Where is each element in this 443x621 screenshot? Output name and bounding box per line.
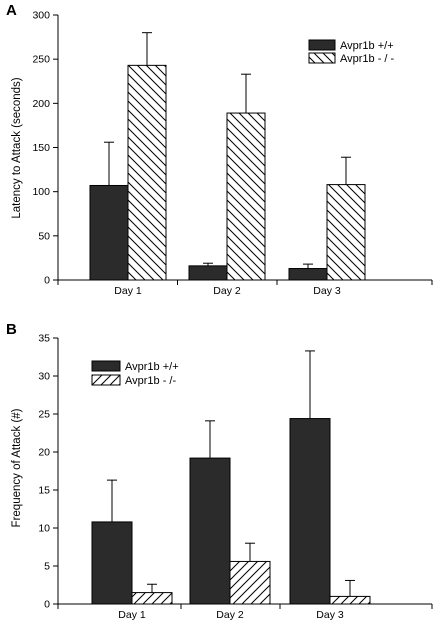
- legend-label: Avpr1b +/+: [340, 40, 394, 52]
- y-tick-label: 10: [38, 523, 50, 535]
- y-tick-label: 25: [38, 409, 50, 421]
- y-tick-label: 0: [44, 275, 50, 287]
- legend-swatch: [308, 39, 336, 51]
- legend-swatch: [91, 360, 121, 372]
- x-tick-label: Day 1: [114, 285, 142, 297]
- bars-b: [91, 350, 371, 605]
- bar-a-series2-day-1: [127, 64, 167, 281]
- x-tick-label: Day 2: [216, 609, 244, 621]
- panel-label-b: B: [6, 321, 17, 338]
- bar-b-series2-day-1: [131, 592, 173, 605]
- x-tick-label: Day 3: [313, 285, 341, 297]
- y-tick-label: 20: [38, 447, 50, 459]
- y-tick-label: 300: [32, 10, 50, 22]
- x-tick-label: Day 2: [213, 285, 241, 297]
- panel-label-a: A: [6, 2, 17, 19]
- legend-swatch: [308, 52, 336, 64]
- bar-a-series1-day-2: [188, 265, 228, 281]
- x-axis-b: Day 1 Day 2 Day 3: [57, 603, 433, 621]
- legend-b: Avpr1b +/+ Avpr1b - /-: [91, 360, 179, 387]
- bar-b-series1-day-2: [189, 457, 231, 605]
- y-tick-label: 50: [38, 230, 50, 242]
- bar-a-series1-day-1: [89, 184, 129, 281]
- chart-panel-a: A 0 50 100 150 200 250 300 Day 1 Day 2 Day 3 Avp…: [6, 2, 433, 297]
- y-tick-label: 0: [44, 599, 50, 611]
- y-axis-a: 0 50 100 150 200 250 300: [32, 10, 59, 287]
- bar-a-series2-day-2: [226, 112, 266, 281]
- y-axis-title-a: Latency to Attack (seconds): [11, 77, 23, 218]
- y-tick-label: 30: [38, 371, 50, 383]
- bar-b-series1-day-3: [289, 418, 331, 605]
- bar-b-series2-day-2: [229, 560, 271, 605]
- x-axis-a: Day 1 Day 2 Day 3: [57, 279, 433, 297]
- legend-a: Avpr1b +/+Avpr1b - / -: [308, 39, 395, 65]
- y-tick-label: 250: [32, 54, 50, 66]
- y-tick-label: 35: [38, 333, 50, 345]
- y-axis-title-b: Frequency of Attack (#): [11, 408, 23, 527]
- bar-b-series2-day-3: [329, 595, 371, 605]
- x-tick-label: Day 1: [118, 609, 146, 621]
- y-tick-label: 5: [44, 561, 50, 573]
- legend-label: Avpr1b - /-: [125, 375, 176, 387]
- legend-label: Avpr1b - / -: [340, 53, 395, 65]
- bar-a-series2-day-3: [326, 184, 366, 281]
- y-tick-label: 150: [32, 142, 50, 154]
- y-tick-label: 100: [32, 186, 50, 198]
- y-tick-label: 200: [32, 98, 50, 110]
- bar-b-series1-day-1: [91, 521, 133, 605]
- y-tick-label: 15: [38, 485, 50, 497]
- legend-label: Avpr1b +/+: [125, 361, 179, 373]
- x-tick-label: Day 3: [316, 609, 344, 621]
- bars-a: [89, 32, 366, 281]
- legend-swatch: [91, 374, 121, 386]
- y-axis-b: 0 5 10 15 20 25 30 35: [38, 333, 59, 611]
- chart-panel-b: B 0 5 10 15 20 25 30 35 Day 1 Day 2 Day 3 Avpr1b …: [6, 321, 433, 621]
- bar-a-series1-day-3: [288, 268, 328, 281]
